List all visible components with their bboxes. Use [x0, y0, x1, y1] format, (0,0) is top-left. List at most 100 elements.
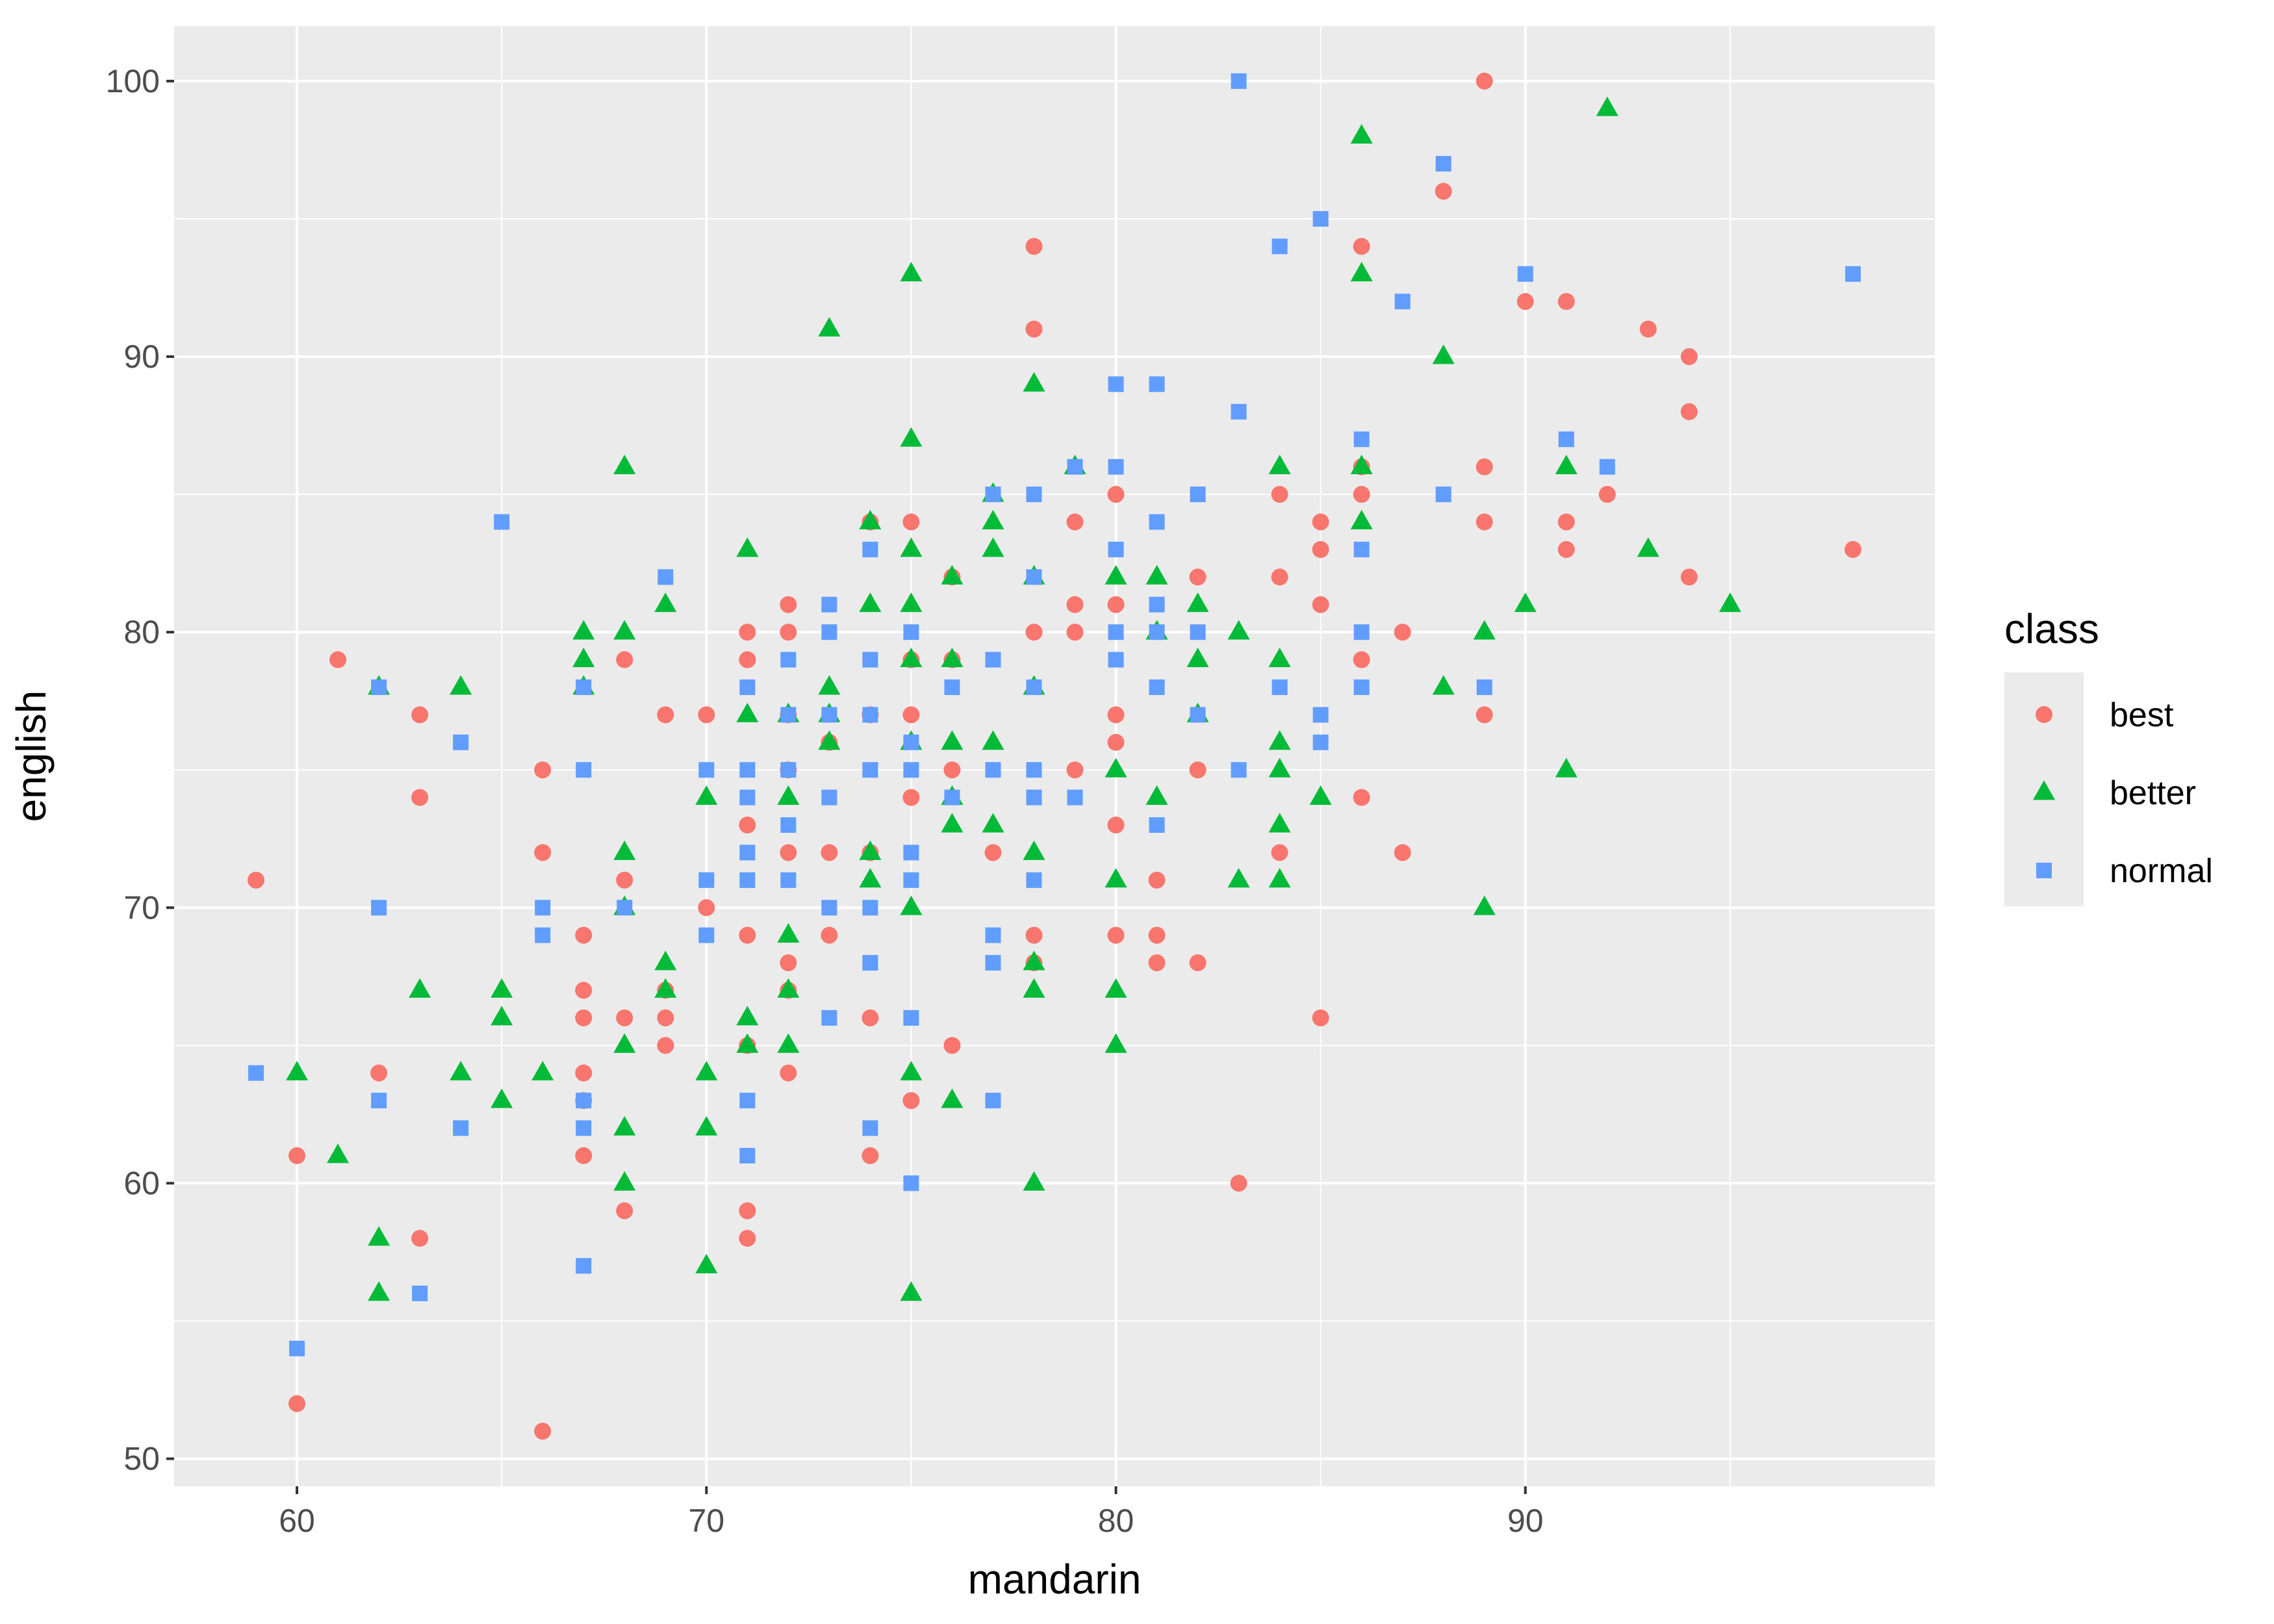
- point-better: [1432, 675, 1455, 695]
- point-normal: [1271, 679, 1288, 695]
- point-normal: [1108, 624, 1124, 641]
- point-better: [1227, 868, 1250, 888]
- point-best: [248, 871, 265, 889]
- point-best: [1557, 513, 1575, 531]
- point-better: [777, 923, 800, 943]
- point-better: [450, 1061, 472, 1081]
- point-normal: [903, 762, 919, 778]
- point-normal: [1558, 431, 1574, 448]
- point-normal: [780, 707, 797, 723]
- point-normal: [1312, 210, 1329, 227]
- legend: class best better normal: [2004, 605, 2213, 906]
- point-normal: [821, 789, 837, 806]
- point-better: [982, 730, 1004, 750]
- point-better: [327, 1143, 350, 1163]
- point-better: [409, 978, 431, 998]
- point-best: [1025, 624, 1043, 641]
- point-normal: [371, 679, 387, 695]
- point-best: [1066, 761, 1084, 779]
- point-normal: [1353, 541, 1370, 557]
- point-normal: [576, 1120, 592, 1136]
- point-normal: [1026, 569, 1042, 585]
- point-normal: [698, 872, 715, 888]
- point-better: [572, 647, 595, 667]
- point-normal: [1108, 376, 1124, 392]
- point-normal: [780, 762, 797, 778]
- point-best: [1271, 486, 1288, 503]
- point-normal: [1231, 73, 1247, 89]
- point-normal: [1394, 294, 1411, 310]
- point-best: [984, 844, 1002, 861]
- point-best: [780, 624, 797, 641]
- point-better: [613, 840, 636, 860]
- point-best: [1680, 403, 1698, 420]
- point-better: [982, 537, 1004, 557]
- point-better: [613, 1116, 636, 1136]
- point-best: [1189, 761, 1207, 779]
- point-better: [1718, 592, 1741, 613]
- y-tick-label: 100: [106, 63, 160, 99]
- point-normal: [1149, 376, 1165, 392]
- point-normal: [371, 1093, 387, 1109]
- point-better: [941, 565, 964, 585]
- point-better: [736, 1033, 759, 1053]
- point-better: [491, 1006, 513, 1026]
- point-better: [859, 592, 882, 613]
- point-normal: [412, 1286, 428, 1302]
- point-best: [739, 1202, 756, 1219]
- point-best: [1598, 486, 1616, 503]
- point-normal: [698, 762, 715, 778]
- point-normal: [1108, 541, 1124, 557]
- point-normal: [903, 624, 919, 641]
- point-normal: [248, 1065, 264, 1081]
- point-normal: [985, 652, 1001, 668]
- point-normal: [862, 541, 878, 557]
- point-normal: [862, 955, 878, 971]
- point-better: [368, 1281, 390, 1301]
- point-best: [657, 1009, 674, 1026]
- point-best: [411, 1230, 429, 1247]
- point-better: [1186, 647, 1209, 667]
- point-better: [941, 1088, 964, 1108]
- point-best: [1312, 513, 1329, 531]
- point-normal: [985, 487, 1001, 503]
- point-best: [698, 706, 715, 724]
- point-normal: [1312, 707, 1329, 723]
- point-best: [1476, 458, 1493, 476]
- point-best: [1189, 954, 1207, 972]
- point-best: [739, 1230, 756, 1247]
- point-better: [695, 1254, 718, 1274]
- point-best: [1148, 871, 1166, 889]
- point-best: [1025, 238, 1043, 255]
- point-best: [862, 1009, 879, 1026]
- point-better: [450, 675, 472, 695]
- point-best: [1353, 651, 1370, 668]
- point-best: [1148, 954, 1166, 972]
- point-best: [1639, 320, 1657, 338]
- point-normal: [944, 789, 960, 806]
- point-best: [1435, 183, 1452, 200]
- point-normal: [1067, 459, 1083, 475]
- y-tick-label: 80: [123, 614, 160, 650]
- point-best: [1312, 1009, 1329, 1026]
- point-normal: [739, 762, 756, 778]
- point-best: [1066, 596, 1084, 613]
- point-normal: [1231, 762, 1247, 778]
- point-normal: [903, 734, 919, 750]
- point-normal: [1026, 762, 1042, 778]
- point-better: [777, 978, 800, 998]
- point-normal: [821, 624, 837, 641]
- point-best: [902, 1092, 920, 1110]
- point-better: [859, 868, 882, 888]
- point-better: [1350, 124, 1373, 144]
- point-best: [1353, 789, 1370, 806]
- point-best: [739, 651, 756, 668]
- y-tick-label: 90: [123, 338, 160, 375]
- point-best: [902, 789, 920, 806]
- point-normal: [453, 1120, 469, 1136]
- point-better: [818, 316, 841, 336]
- point-normal: [576, 1258, 592, 1274]
- point-best: [1353, 238, 1370, 255]
- point-better: [613, 1033, 636, 1053]
